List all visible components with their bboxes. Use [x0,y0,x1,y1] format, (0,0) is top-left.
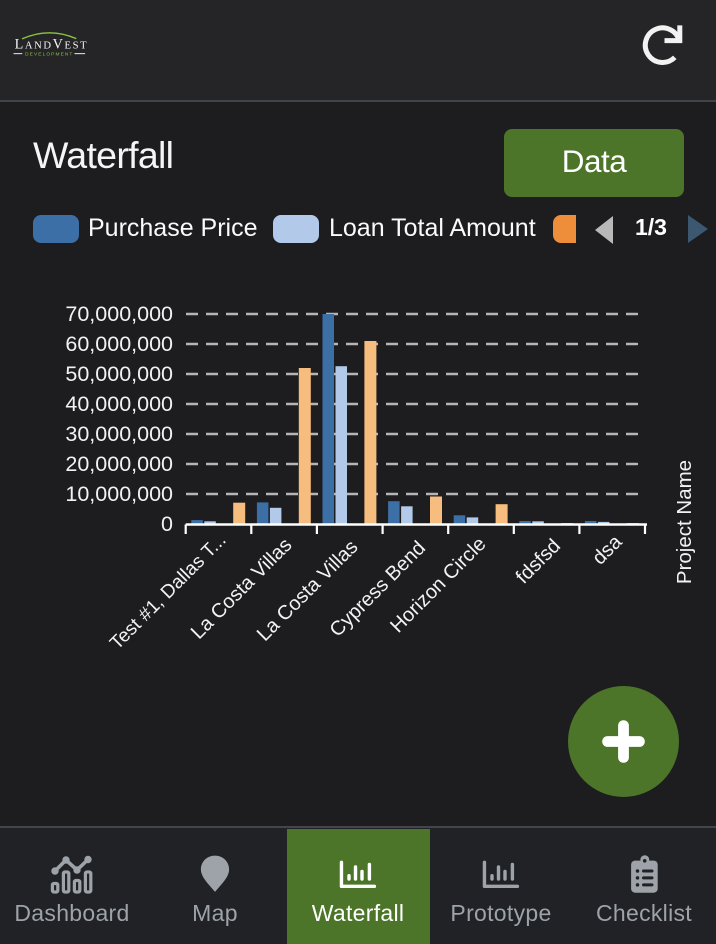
svg-text:60,000,000: 60,000,000 [65,332,173,356]
svg-text:70,000,000: 70,000,000 [65,302,173,326]
svg-text:fdsfsd: fdsfsd [512,535,565,588]
svg-text:Test #1, Dallas T...: Test #1, Dallas T... [106,530,230,654]
svg-text:10,000,000: 10,000,000 [65,482,173,506]
svg-text:Project Name: Project Name [673,460,696,584]
svg-text:0: 0 [161,512,173,536]
svg-text:40,000,000: 40,000,000 [65,392,173,416]
svg-text:20,000,000: 20,000,000 [65,452,173,476]
svg-text:DEVELOPMENT: DEVELOPMENT [25,51,73,57]
svg-text:dsa: dsa [588,530,627,569]
svg-text:30,000,000: 30,000,000 [65,422,173,446]
svg-text:50,000,000: 50,000,000 [65,362,173,386]
